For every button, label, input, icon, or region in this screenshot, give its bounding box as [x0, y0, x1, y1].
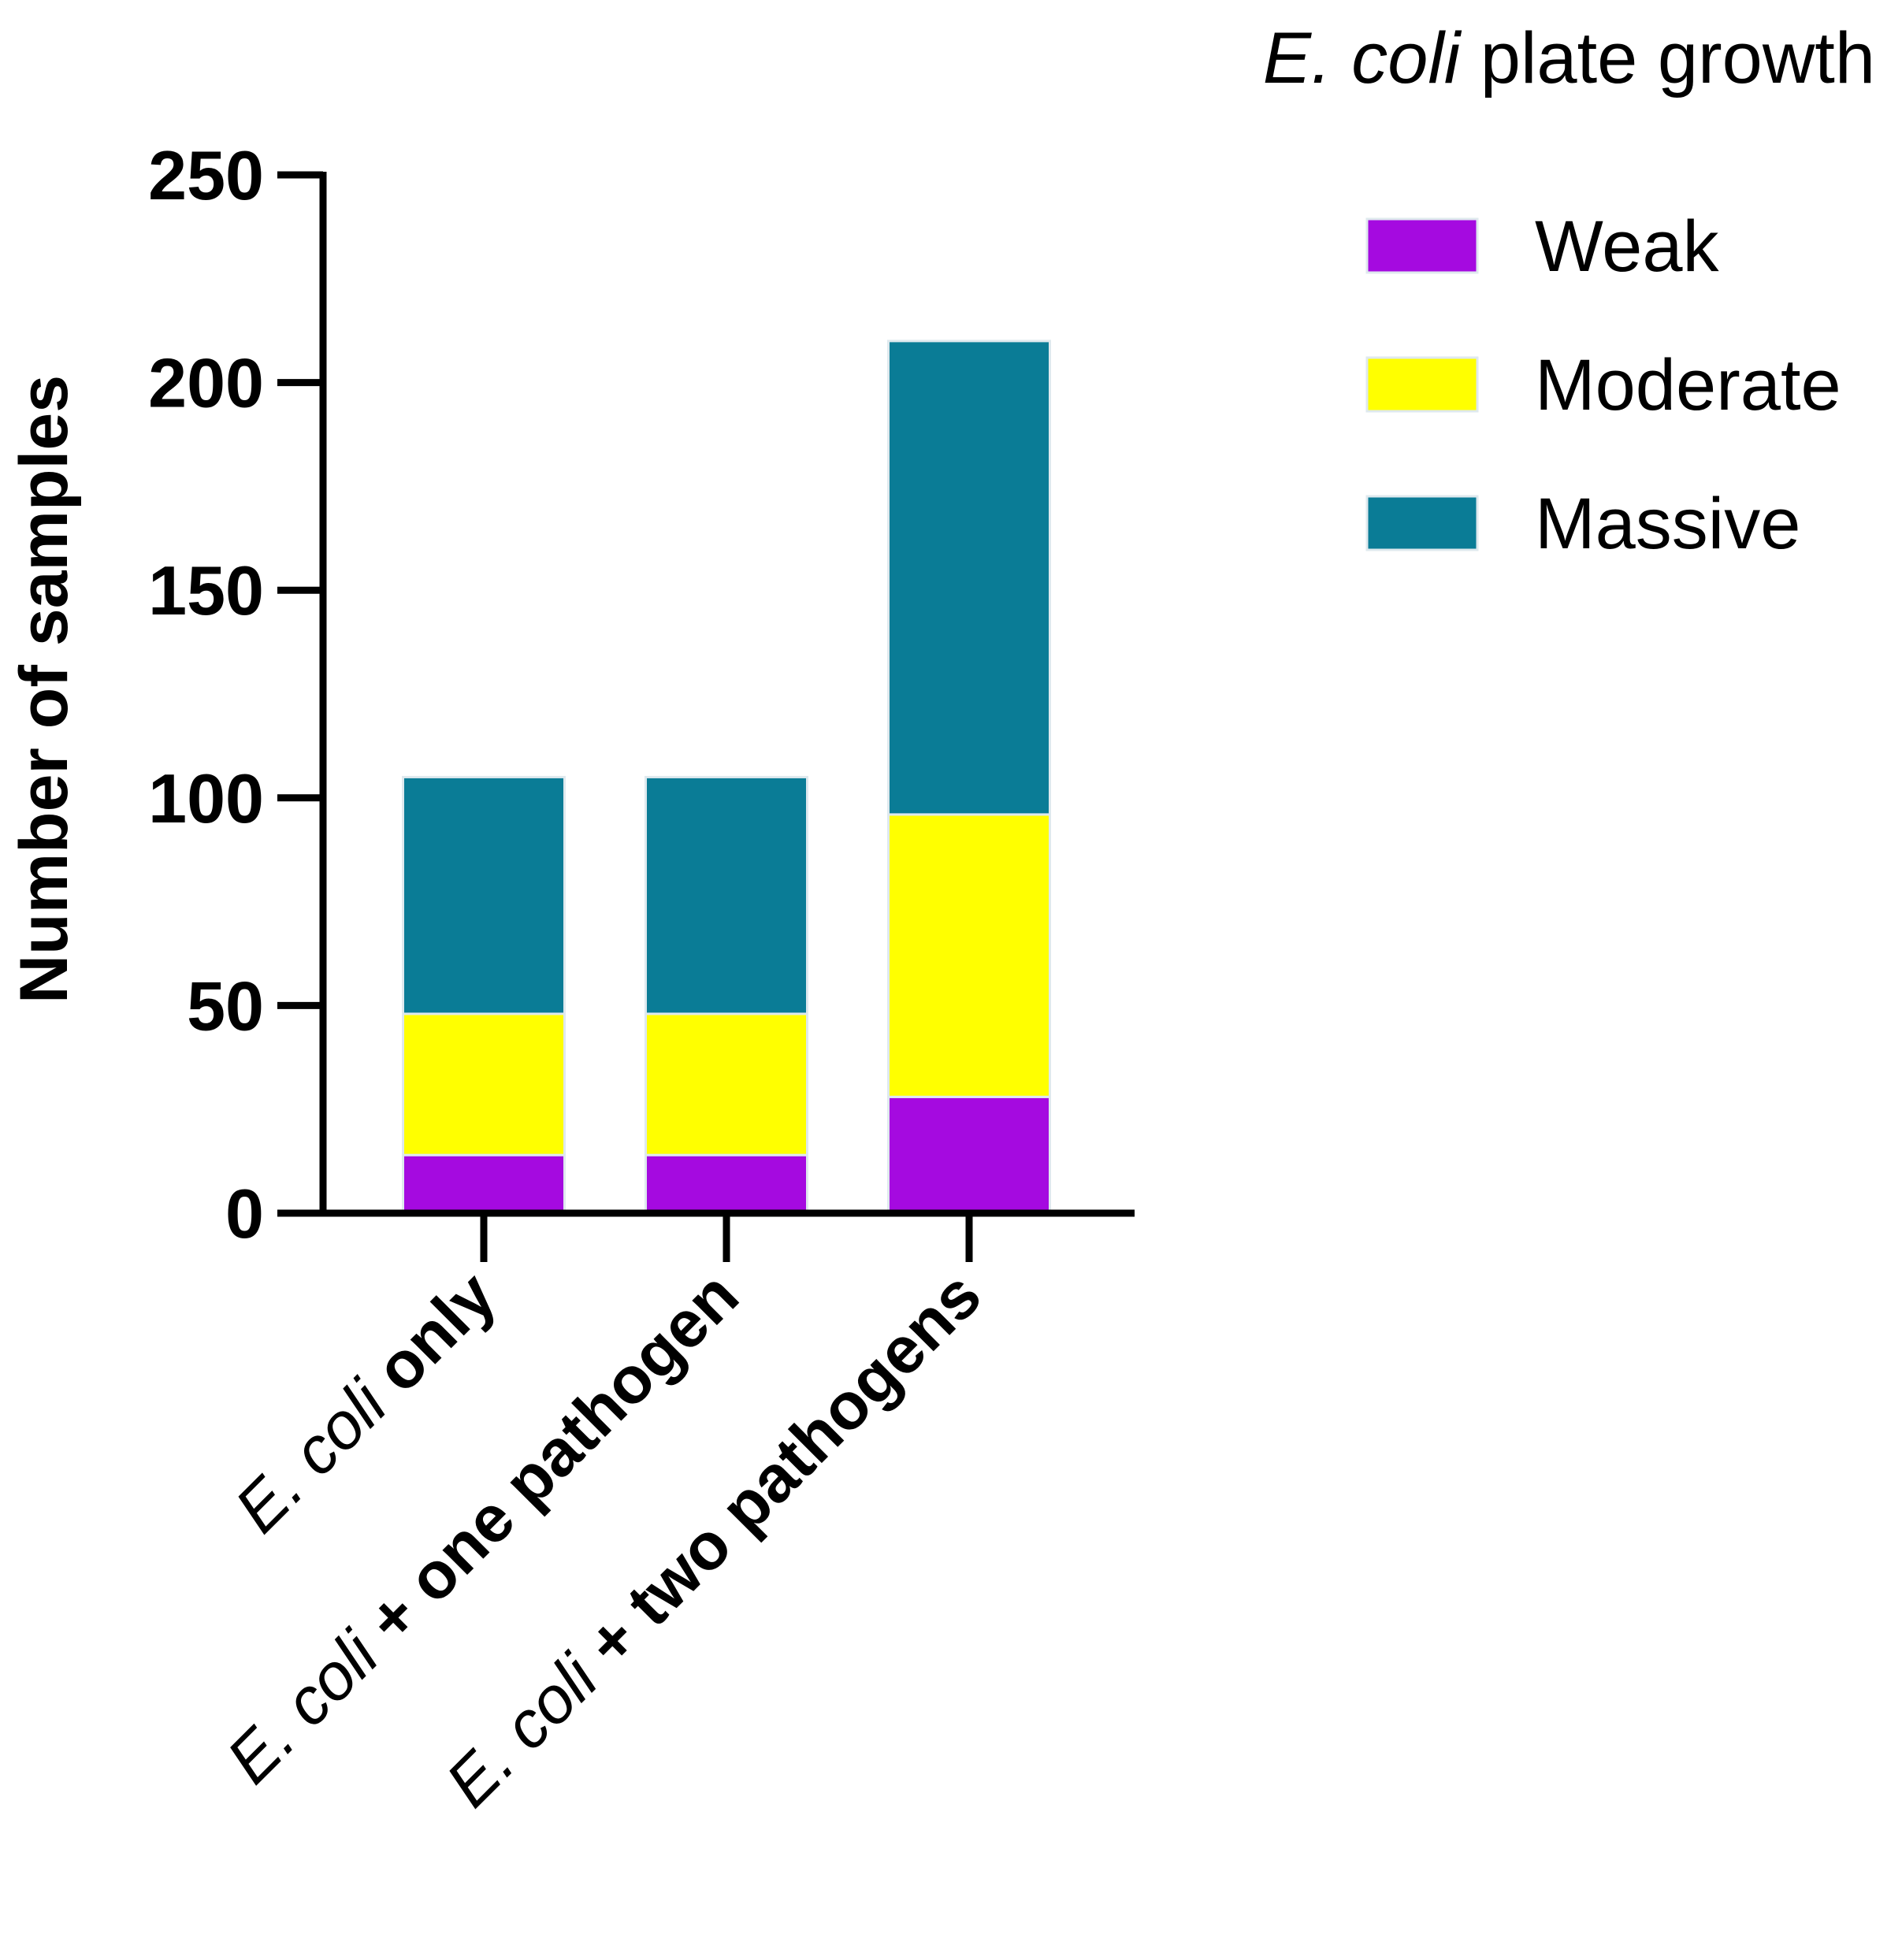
bar-massive-2 [645, 775, 808, 1015]
bar-moderate-3 [887, 813, 1051, 1098]
legend-label-weak: Weak [1535, 206, 1720, 287]
y-tick-label-100: 100 [148, 759, 264, 837]
y-tick-label-200: 200 [148, 344, 264, 422]
y-tick-label-50: 50 [187, 967, 264, 1045]
ticks-group: 0 50 100 150 200 250 [148, 136, 973, 1262]
bar-moderate-2 [645, 1012, 808, 1156]
bar-weak-3 [887, 1095, 1051, 1215]
legend-swatch-massive [1365, 495, 1479, 551]
legend-swatch-moderate [1365, 356, 1479, 413]
bar-massive-3 [887, 340, 1051, 816]
bar-moderate-1 [402, 1012, 566, 1156]
y-tick-label-150: 150 [148, 551, 264, 629]
y-tick-label-250: 250 [148, 136, 264, 214]
y-tick-label-0: 0 [225, 1175, 264, 1253]
legend-label-massive: Massive [1535, 484, 1800, 564]
x-tick-label-2: E. coli + one pathogen [212, 1257, 752, 1797]
legend-swatch-weak [1365, 217, 1479, 274]
bar-massive-1 [402, 775, 566, 1015]
legend-title: E. coli plate growth [1263, 18, 1875, 98]
legend-group: Weak Moderate Massive [1365, 206, 1841, 564]
y-axis-title: Number of samples [6, 375, 82, 1004]
bar-weak-1 [402, 1153, 566, 1215]
legend-label-moderate: Moderate [1535, 345, 1841, 425]
bar-weak-2 [645, 1153, 808, 1215]
x-tick-label-text: + two pathogens [559, 1257, 995, 1693]
bars-group [402, 340, 1051, 1215]
